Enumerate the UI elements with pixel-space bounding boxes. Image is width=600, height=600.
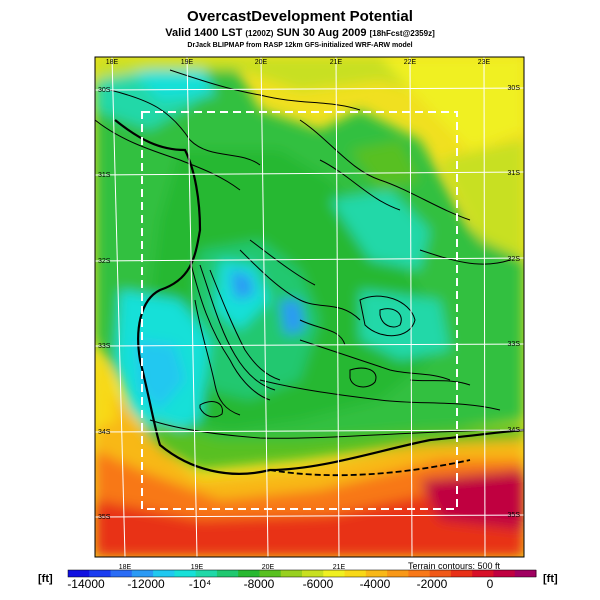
colorbar-swatch — [216, 570, 239, 577]
lon-label-top: 23E — [478, 59, 491, 66]
lon-label-top: 18E — [106, 59, 119, 66]
colorbar-label: -2000 — [417, 577, 448, 591]
colorbar-unit-left: [ft] — [38, 573, 53, 585]
colorbar-swatch — [514, 570, 537, 577]
colorbar-swatch — [302, 570, 324, 577]
map-frame — [94, 56, 525, 558]
colorbar-label: -6000 — [303, 577, 334, 591]
lon-label-top: 22E — [404, 59, 417, 66]
colorbar-frame — [67, 569, 537, 578]
lat-label-right: 35S — [508, 512, 521, 519]
colorbar-swatch — [493, 570, 516, 577]
province-border — [269, 459, 471, 477]
lat-label-left: 31S — [98, 172, 111, 179]
colorbar-swatch — [68, 570, 90, 577]
colorbar-labels: -14000 -12000 -10⁴ -8000 -6000 -4000 -20… — [67, 577, 493, 591]
lat-label-right: 34S — [508, 427, 521, 434]
lat-label-left: 33S — [98, 343, 111, 350]
colorbar-swatch — [259, 570, 282, 577]
model-credit: DrJack BLIPMAP from RASP 12km GFS-initia… — [187, 42, 413, 49]
colorbar-swatch — [408, 570, 431, 577]
graticule — [95, 57, 524, 557]
inner-domain-box — [141, 111, 458, 510]
colorbar-swatch — [195, 570, 218, 577]
lat-label-left: 32S — [98, 258, 111, 265]
lon-label-top: 20E — [255, 59, 268, 66]
valid-zulu: (1200Z) — [245, 29, 274, 38]
lon-label-top: 19E — [181, 59, 194, 66]
colorbar-swatch — [174, 570, 197, 577]
valid-date: SUN 30 Aug 2009 — [276, 27, 367, 39]
lat-label-right: 30S — [508, 85, 521, 92]
terrain-contour-note: Terrain contours: 500 ft — [408, 561, 501, 571]
colorbar-swatch — [238, 570, 260, 577]
colorbar-swatch — [365, 570, 388, 577]
colorbar-label: -8000 — [244, 577, 275, 591]
colorbar-swatch — [280, 570, 303, 577]
lat-label-right: 31S — [508, 170, 521, 177]
colorbar-label: 0 — [487, 577, 494, 591]
lon-label-top: 21E — [330, 59, 343, 66]
colorbar-label: -12000 — [127, 577, 165, 591]
colorbar-label: -14000 — [67, 577, 105, 591]
colorbar-swatch — [344, 570, 367, 577]
colorbar-swatch — [450, 570, 473, 577]
lat-label-left: 35S — [98, 514, 111, 521]
lon-label-bottom: 21E — [333, 564, 346, 571]
map-field — [95, 57, 524, 557]
lon-label-bottom: 18E — [119, 564, 132, 571]
colorbar-swatch — [387, 570, 409, 577]
colorbar-swatch — [323, 570, 346, 577]
colorbar-swatch — [472, 570, 494, 577]
lat-label-right: 32S — [508, 256, 521, 263]
coastline — [114, 119, 524, 475]
lat-label-left: 34S — [98, 429, 111, 436]
colorbar-unit-right: [ft] — [543, 573, 558, 585]
map-title: OvercastDevelopment Potential — [187, 8, 413, 25]
lon-label-bottom: 19E — [191, 564, 204, 571]
lat-label-left: 30S — [98, 87, 111, 94]
colorbar-swatch — [429, 570, 452, 577]
forecast-hour: [18hFcst@2359z] — [369, 29, 435, 38]
colorbar — [67, 569, 537, 578]
terrain-contours — [95, 69, 511, 439]
colorbar-swatch — [153, 570, 175, 577]
valid-time: Valid 1400 LST (1200Z) SUN 30 Aug 2009 [… — [0, 27, 600, 39]
colorbar-label: -4000 — [360, 577, 391, 591]
valid-prefix: Valid 1400 LST — [165, 27, 243, 39]
lat-label-right: 33S — [508, 341, 521, 348]
colorbar-label: -10⁴ — [189, 577, 212, 591]
colorbar-swatch — [110, 570, 133, 577]
colorbar-swatch — [131, 570, 154, 577]
colorbar-swatch — [89, 570, 112, 577]
lon-label-bottom: 20E — [262, 564, 275, 571]
